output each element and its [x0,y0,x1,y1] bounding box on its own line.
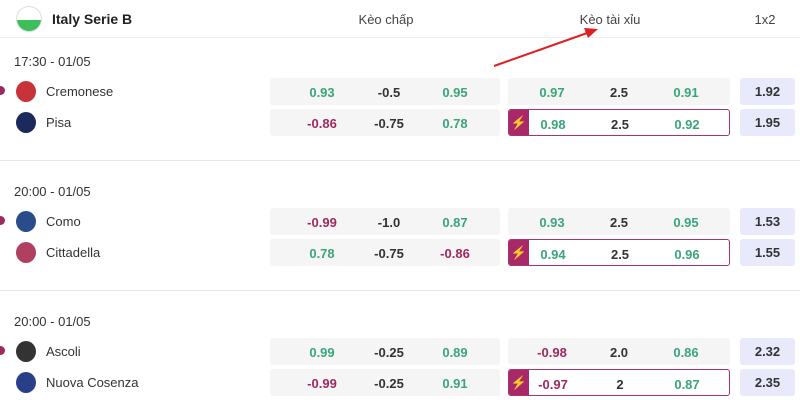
team-logo [16,81,36,102]
handicap-odd[interactable]: 0.95 [442,85,468,100]
team-name[interactable]: Pisa [46,115,72,130]
handicap-odd[interactable]: -0.99 [307,215,337,230]
handicap-odd[interactable]: 0.78 [309,246,335,261]
handicap-odd[interactable]: 0.89 [442,345,468,360]
handicap-odds[interactable]: 0.99 -0.25 0.89 [270,338,500,365]
total-line: 2.5 [610,247,630,262]
over-under-odds[interactable]: ⚡ 0.94 2.5 0.96 [508,239,730,266]
team-logo [16,112,36,133]
handicap-line: -0.75 [374,116,404,131]
under-odd[interactable]: 0.92 [674,117,700,132]
odds-1x2[interactable]: 1.53 [740,208,795,235]
handicap-line: -1.0 [377,215,401,230]
team-row: Ascoli 0.99 -0.25 0.89 -0.98 2.0 0.86 2.… [0,338,800,365]
over-odd[interactable]: 0.93 [539,215,565,230]
team-logo [16,242,36,263]
over-under-odds[interactable]: 0.93 2.5 0.95 [508,208,730,235]
league-title: Italy Serie B [52,11,133,27]
under-odd[interactable]: 0.91 [673,85,699,100]
handicap-odd[interactable]: -0.86 [307,116,337,131]
divider [0,160,800,161]
match-time: 20:00 - 01/05 [14,314,91,329]
team-logo [16,341,36,362]
match-time: 17:30 - 01/05 [14,54,91,69]
over-odd[interactable]: -0.98 [537,345,567,360]
over-under-odds[interactable]: ⚡ -0.97 2 0.87 [508,369,730,396]
league-header: Italy Serie B Kèo chấp Kèo tài xỉu 1x2 [0,0,800,38]
odds-1x2[interactable]: 1.92 [740,78,795,105]
team-row: Pisa -0.86 -0.75 0.78 ⚡ 0.98 2.5 0.92 1.… [0,109,800,136]
team-name[interactable]: Como [46,214,81,229]
total-line: 2.0 [609,345,629,360]
odds-1x2[interactable]: 2.35 [740,369,795,396]
handicap-odds[interactable]: -0.86 -0.75 0.78 [270,109,500,136]
handicap-odd[interactable]: 0.91 [442,376,468,391]
total-line: 2.5 [609,215,629,230]
handicap-odd[interactable]: -0.99 [307,376,337,391]
handicap-odd[interactable]: 0.99 [309,345,335,360]
divider [0,290,800,291]
lightning-icon: ⚡ [509,110,529,135]
over-odd[interactable]: -0.97 [538,377,568,392]
total-line: 2.5 [610,117,630,132]
favorite-marker [0,86,5,95]
handicap-odd[interactable]: 0.78 [442,116,468,131]
over-under-odds[interactable]: ⚡ 0.98 2.5 0.92 [508,109,730,136]
handicap-odd[interactable]: 0.87 [442,215,468,230]
team-row: Cittadella 0.78 -0.75 -0.86 ⚡ 0.94 2.5 0… [0,239,800,266]
column-1x2: 1x2 [754,12,776,27]
handicap-odd[interactable]: 0.93 [309,85,335,100]
team-row: Cremonese 0.93 -0.5 0.95 0.97 2.5 0.91 1… [0,78,800,105]
column-handicap: Kèo chấp [358,12,414,27]
total-line: 2 [616,377,624,392]
under-odd[interactable]: 0.95 [673,215,699,230]
favorite-marker [0,346,5,355]
odds-1x2[interactable]: 2.32 [740,338,795,365]
team-name[interactable]: Ascoli [46,344,81,359]
column-over-under: Kèo tài xỉu [579,12,641,27]
handicap-odds[interactable]: 0.78 -0.75 -0.86 [270,239,500,266]
total-line: 2.5 [609,85,629,100]
red-arrow-annotation [493,28,598,67]
handicap-odds[interactable]: 0.93 -0.5 0.95 [270,78,500,105]
favorite-marker [0,216,5,225]
team-name[interactable]: Cittadella [46,245,101,260]
handicap-line: -0.25 [374,345,404,360]
serie-b-logo [16,6,42,32]
over-under-odds[interactable]: 0.97 2.5 0.91 [508,78,730,105]
under-odd[interactable]: 0.86 [673,345,699,360]
match-time: 20:00 - 01/05 [14,184,91,199]
handicap-line: -0.5 [377,85,401,100]
over-odd[interactable]: 0.97 [539,85,565,100]
handicap-line: -0.75 [374,246,404,261]
team-row: Nuova Cosenza -0.99 -0.25 0.91 ⚡ -0.97 2… [0,369,800,396]
over-odd[interactable]: 0.94 [540,247,566,262]
odds-1x2[interactable]: 1.95 [740,109,795,136]
under-odd[interactable]: 0.96 [674,247,700,262]
team-logo [16,372,36,393]
team-row: Como -0.99 -1.0 0.87 0.93 2.5 0.95 1.53 [0,208,800,235]
lightning-icon: ⚡ [509,240,529,265]
odds-1x2[interactable]: 1.55 [740,239,795,266]
handicap-odds[interactable]: -0.99 -0.25 0.91 [270,369,500,396]
under-odd[interactable]: 0.87 [674,377,700,392]
team-name[interactable]: Nuova Cosenza [46,375,139,390]
team-logo [16,211,36,232]
lightning-icon: ⚡ [509,370,529,395]
over-under-odds[interactable]: -0.98 2.0 0.86 [508,338,730,365]
team-name[interactable]: Cremonese [46,84,114,99]
over-odd[interactable]: 0.98 [540,117,566,132]
handicap-odd[interactable]: -0.86 [440,246,470,261]
handicap-line: -0.25 [374,376,404,391]
handicap-odds[interactable]: -0.99 -1.0 0.87 [270,208,500,235]
